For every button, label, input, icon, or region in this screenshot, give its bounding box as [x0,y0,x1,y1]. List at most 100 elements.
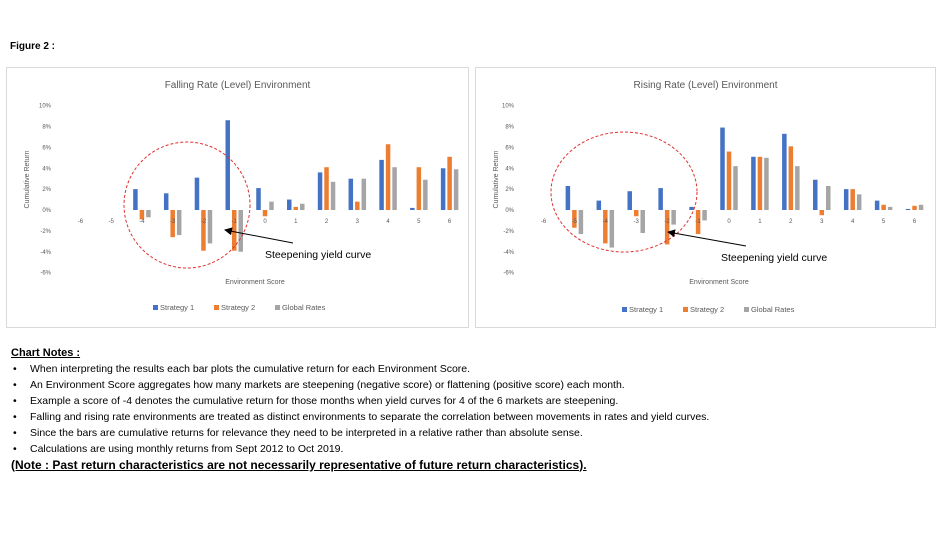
bar-strategy-1 [410,207,415,210]
rising-rate-chart-panel: Rising Rate (Level) Environment 10% 8% 6% 4%… [475,67,936,328]
bar-global-rates [330,181,336,210]
bar-strategy-2 [572,210,577,228]
bar-strategy-1 [905,208,911,210]
y-axis-title: Cumulative Return [493,150,500,208]
bar-strategy-1 [440,168,446,210]
x-tick-label: 3 [820,219,824,225]
highlight-ellipse [123,141,251,269]
bar-strategy-2 [695,210,701,235]
falling-rate-chart: Falling Rate (Level) Environment10%8%6%4… [24,80,459,312]
y-axis-title: Cumulative Return [24,150,31,208]
y-tick-label: 10% [502,104,515,110]
chart-title: Falling Rate (Level) Environment [165,80,311,91]
bar-strategy-1 [163,193,169,210]
legend-label: Global Rates [282,303,326,312]
bar-global-rates [856,194,862,210]
x-tick-label: 6 [913,219,917,225]
bar-global-rates [146,210,151,218]
x-tick-label: -4 [603,219,609,225]
bar-strategy-2 [633,210,639,217]
bar-strategy-2 [757,156,763,210]
chart-note-item: Since the bars are cumulative returns fo… [11,425,931,441]
bar-strategy-2 [726,151,732,210]
x-tick-label: 3 [356,219,360,225]
x-tick-label: -6 [78,219,84,225]
bar-global-rates [269,201,274,210]
bar-global-rates [609,210,615,248]
bar-strategy-1 [565,185,571,210]
bar-strategy-1 [348,178,354,210]
bar-global-rates [826,185,831,210]
bar-global-rates [453,169,459,210]
bar-strategy-1 [317,172,323,210]
chart-notes-disclaimer: (Note : Past return characteristics are … [11,457,587,472]
bar-strategy-1 [813,179,818,210]
bar-strategy-2 [355,201,360,210]
x-tick-label: 4 [386,219,390,225]
bar-strategy-2 [231,210,237,251]
legend-swatch [153,305,158,310]
y-tick-label: 2% [505,187,514,193]
legend-swatch [683,307,688,312]
bar-strategy-2 [788,146,794,210]
bar-strategy-2 [293,206,299,210]
bar-global-rates [795,166,800,210]
x-tick-label: -2 [665,219,671,225]
bar-global-rates [733,166,738,210]
bar-strategy-2 [385,144,391,210]
x-tick-label: 0 [263,219,267,225]
bar-global-rates [702,210,707,221]
rising-rate-chart: Rising Rate (Level) Environment10%8%6%4%… [493,80,924,314]
bar-strategy-2 [912,205,917,210]
y-tick-label: 4% [42,166,51,172]
x-tick-label: 5 [417,219,421,225]
bar-strategy-1 [225,120,230,210]
x-tick-label: 6 [448,219,452,225]
bar-strategy-1 [874,200,880,210]
bar-strategy-1 [782,133,787,210]
chart-note-item: Calculations are using monthly returns f… [11,441,931,457]
bar-global-rates [423,179,428,210]
legend-swatch [744,307,749,312]
y-tick-label: -2% [503,229,514,235]
bar-strategy-1 [720,127,725,210]
legend-swatch [622,307,627,312]
x-tick-label: -5 [572,219,578,225]
legend-label: Global Rates [751,305,795,314]
falling-rate-chart-panel: Falling Rate (Level) Environment 10% 8% 6% 4… [6,67,469,328]
x-tick-label: 2 [789,219,793,225]
bar-strategy-1 [751,156,756,210]
legend-swatch [275,305,280,310]
bar-global-rates [300,203,305,210]
legend-label: Strategy 2 [690,305,724,314]
y-tick-label: 2% [42,187,51,193]
x-tick-label: 0 [727,219,731,225]
bar-global-rates [764,157,769,210]
bar-strategy-1 [627,191,632,210]
figure-label: Figure 2 : [10,41,56,52]
highlight-ellipse [550,131,698,253]
bar-global-rates [578,210,584,235]
x-tick-label: 1 [758,219,762,225]
bar-strategy-1 [287,199,292,210]
legend-label: Strategy 1 [629,305,663,314]
x-tick-label: 1 [294,219,298,225]
bar-global-rates [238,210,243,252]
y-tick-label: 0% [42,208,51,214]
x-tick-label: 4 [851,219,855,225]
bar-strategy-2 [262,210,268,217]
chart-note-item: Example a score of -4 denotes the cumula… [11,393,931,409]
y-tick-label: 4% [505,166,514,172]
x-tick-label: 2 [325,219,329,225]
bar-strategy-1 [194,177,200,210]
x-tick-label: -1 [232,219,238,225]
bar-global-rates [640,210,645,233]
bar-strategy-1 [256,188,261,210]
x-tick-label: -3 [170,219,176,225]
y-tick-label: -4% [503,250,514,256]
bar-global-rates [207,210,213,244]
bar-strategy-1 [133,189,138,211]
bar-strategy-2 [416,167,422,210]
x-tick-label: -2 [201,219,207,225]
x-axis-title: Environment Score [689,279,749,286]
